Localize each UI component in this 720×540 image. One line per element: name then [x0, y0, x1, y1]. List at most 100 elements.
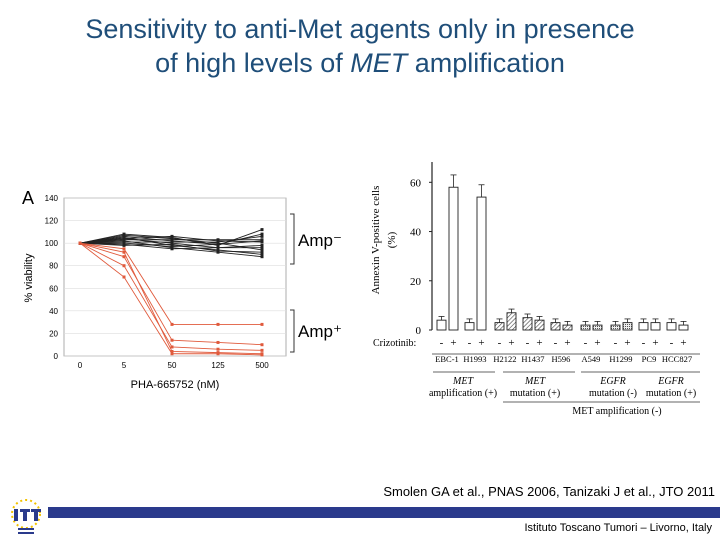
treatment-signs: - + - + - + - + - + - + - + - + - + — [440, 337, 687, 349]
group1-line2: amplification (+) — [429, 388, 497, 399]
citation: Smolen GA et al., PNAS 2006, Tanizaki J … — [383, 484, 715, 499]
y-tick-label: 120 — [45, 217, 59, 226]
treatment-sign: - — [440, 337, 444, 349]
x-tick-label: 5 — [122, 361, 127, 370]
group3-line1: EGFR — [599, 376, 626, 387]
treatment-sign: + — [508, 337, 514, 349]
y-tick-label: 100 — [45, 239, 59, 248]
y-axis-unit: (%) — [386, 231, 398, 248]
treatment-sign: + — [450, 337, 456, 349]
title-line-2: of high levels of MET amplification — [0, 46, 720, 80]
treatment-sign: - — [498, 337, 502, 349]
bottom-group-label: MET amplification (-) — [572, 406, 661, 417]
y-tick-label: 0 — [416, 325, 422, 337]
treatment-sign: - — [670, 337, 674, 349]
y-ticks: 0 20 40 60 80 100 120 140 — [45, 194, 286, 361]
bars — [436, 174, 689, 331]
plot-frame — [63, 197, 287, 357]
treatment-sign: + — [680, 337, 686, 349]
group4-line2: mutation (+) — [646, 388, 696, 399]
cell-line-labels: EBC-1 H1993 H2122 H1437 H596 A549 H1299 PC9 HCC8… — [432, 353, 700, 364]
bar-A549-plus — [592, 320, 603, 331]
title-line-2-italic: MET — [350, 48, 408, 78]
cell-line-label: H2122 — [493, 354, 516, 364]
group4-line1: EGFR — [657, 376, 684, 387]
cell-line-label: H1993 — [463, 354, 486, 364]
y-tick-label: 80 — [49, 262, 58, 271]
group1-line1: MET — [452, 376, 474, 387]
cell-line-label: EBC-1 — [435, 354, 459, 364]
bar-A549-minus — [580, 320, 591, 331]
annexin-chart: Annexin V-positive cells (%) 0 20 40 60 Cri… — [370, 162, 700, 417]
treatment-sign: - — [554, 337, 558, 349]
treatment-sign: - — [526, 337, 530, 349]
x-tick-label: 0 — [78, 361, 83, 370]
group2-line1: MET — [524, 376, 546, 387]
amp-pos-label: Amp⁺ — [298, 322, 342, 341]
series-lines — [78, 228, 264, 357]
cell-line-label: A549 — [582, 354, 601, 364]
group-brackets — [433, 371, 700, 403]
treatment-sign: - — [584, 337, 588, 349]
treatment-sign: - — [642, 337, 646, 349]
x-tick-label: 50 — [168, 361, 177, 370]
y-tick-label: 20 — [410, 276, 422, 288]
amp-neg-bracket — [290, 213, 295, 265]
x-tick-label: 125 — [211, 361, 225, 370]
itt-logo-icon — [11, 499, 41, 534]
treatment-sign: + — [594, 337, 600, 349]
bar-EBC-1-plus — [448, 174, 459, 331]
y-tick-label: 40 — [49, 307, 58, 316]
y-tick-label: 60 — [410, 177, 422, 189]
bar-HCC827-minus — [666, 318, 677, 331]
treatment-sign: - — [614, 337, 618, 349]
amp-neg-label: Amp⁻ — [298, 231, 342, 250]
y-tick-label: 60 — [49, 284, 58, 293]
group-labels: MET amplification (+) MET mutation (+) E… — [429, 376, 696, 417]
bar-H596-plus — [562, 320, 573, 331]
title-line-1: Sensitivity to anti-Met agents only in p… — [85, 14, 635, 44]
group3-line2: mutation (-) — [589, 388, 637, 399]
treatment-sign: + — [652, 337, 658, 349]
bar-H1299-minus — [610, 320, 621, 331]
bar-H2122-plus — [506, 308, 517, 331]
bar-H1993-minus — [464, 318, 475, 331]
viability-chart: A % viability 0 20 40 60 80 100 120 140 0 5 50 125… — [22, 188, 342, 391]
treatment-sign: + — [478, 337, 484, 349]
treatment-sign: + — [624, 337, 630, 349]
bar-H1299-plus — [622, 318, 633, 331]
group2-line2: mutation (+) — [510, 388, 560, 399]
y-ticks: 0 20 40 60 — [410, 177, 432, 337]
x-tick-label: 500 — [255, 361, 269, 370]
cell-line-label: H1437 — [521, 354, 544, 364]
treatment-label: Crizotinib: — [373, 338, 416, 349]
amp-pos-line — [78, 241, 264, 357]
bar-EBC-1-minus — [436, 316, 447, 331]
x-axis-label: PHA-665752 (nM) — [131, 379, 220, 391]
y-tick-label: 20 — [49, 329, 58, 338]
y-axis-label: Annexin V-positive cells — [370, 186, 382, 295]
footer-text: Istituto Toscano Tumori – Livorno, Italy — [524, 522, 713, 534]
y-axis-label: % viability — [23, 253, 35, 302]
y-tick-label: 140 — [45, 194, 59, 203]
panel-letter: A — [22, 188, 34, 208]
cell-line-label: HCC827 — [662, 354, 692, 364]
cell-line-label: PC9 — [642, 354, 657, 364]
bar-H2122-minus — [494, 318, 505, 331]
title-line-2-post: amplification — [407, 48, 565, 78]
bar-H1437-plus — [534, 316, 545, 331]
y-tick-label: 40 — [410, 227, 422, 239]
bar-H1993-plus — [476, 184, 487, 331]
treatment-sign: + — [536, 337, 542, 349]
treatment-sign: - — [468, 337, 472, 349]
bar-H596-minus — [550, 318, 561, 331]
amp-pos-bracket — [290, 309, 295, 353]
treatment-sign: + — [564, 337, 570, 349]
cell-line-label: H596 — [552, 354, 571, 364]
cell-line-label: H1299 — [609, 354, 632, 364]
bar-HCC827-plus — [678, 320, 689, 331]
y-tick-label: 0 — [54, 352, 59, 361]
title-line-2-pre: of high levels of — [155, 48, 351, 78]
x-ticks: 0 5 50 125 500 — [78, 361, 269, 370]
bar-PC9-plus — [650, 318, 661, 331]
